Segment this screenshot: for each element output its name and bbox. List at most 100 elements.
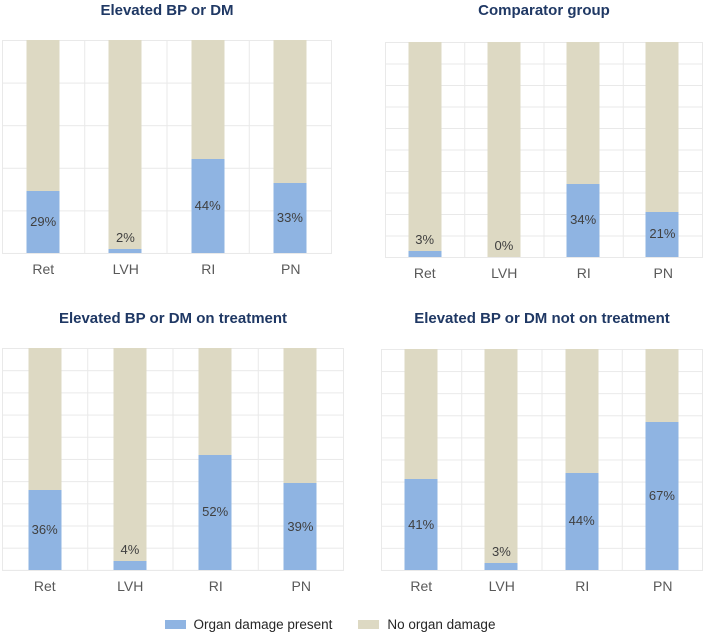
chart-title: Elevated BP or DM on treatment: [58, 310, 288, 327]
legend: Organ damage present No organ damage: [0, 600, 684, 636]
x-axis-labels: Ret LVH RI PN: [385, 264, 703, 282]
data-label: 0%: [494, 238, 514, 253]
data-label: 41%: [408, 516, 435, 532]
data-label: 3%: [415, 231, 435, 247]
stacked-bar: 41%: [404, 349, 438, 570]
bar-group-pn: 33%: [249, 40, 331, 253]
plot-area: 41% 3% 44% 67%: [381, 349, 703, 571]
bar-group-lvh: 4%: [87, 348, 172, 570]
legend-swatch-tan-icon: [358, 620, 380, 629]
legend-swatch-blue-icon: [164, 620, 186, 629]
bar-group-ri: 44%: [542, 349, 622, 570]
organ-damage-segment: [283, 483, 317, 570]
x-axis-label-ri: RI: [575, 578, 590, 594]
stacked-bar: 34%: [566, 42, 600, 257]
chart-inner: Comparator group 3% 0% 34% 21% Ret LVH RI PN: [385, 0, 703, 282]
x-axis-label-pn: PN: [653, 578, 673, 594]
plot-area: 29% 2% 44% 33%: [2, 40, 332, 254]
organ-damage-segment: [113, 561, 147, 570]
chart-title: Elevated BP or DM: [100, 2, 234, 19]
chart-elevated-bp-or-dm: Elevated BP or DM 29% 2% 44% 33% Ret LVH RI PN: [0, 0, 354, 302]
x-axis-labels: Ret LVH RI PN: [2, 577, 344, 595]
bar-group-lvh: 3%: [461, 349, 541, 570]
bar-group-pn: 39%: [258, 348, 343, 570]
x-axis-label-ri: RI: [576, 265, 591, 281]
organ-damage-segment: [191, 159, 225, 253]
x-axis-label-lvh: LVH: [112, 261, 139, 277]
bar-group-pn: 67%: [622, 349, 702, 570]
stacked-bar: 39%: [283, 348, 317, 570]
data-label: 3%: [491, 544, 511, 560]
stacked-bar: 0%: [487, 42, 521, 257]
organ-damage-segment: [273, 182, 307, 253]
organ-damage-segment: [408, 250, 442, 257]
x-axis-label-pn: PN: [291, 578, 311, 594]
organ-damage-segment: [108, 248, 142, 253]
bar-group-ri: 44%: [167, 40, 249, 253]
x-axis-labels: Ret LVH RI PN: [381, 577, 703, 595]
chart-inner: Elevated BP or DM on treatment 36% 4% 52% 3…: [2, 302, 344, 595]
chart-elevated-bp-or-dm-not-on-treatment: Elevated BP or DM not on treatment 41% 3%…: [354, 302, 708, 600]
stacked-bar: 52%: [198, 348, 232, 570]
stacked-bar: 44%: [565, 349, 599, 570]
data-label: 52%: [202, 504, 229, 520]
data-label: 2%: [115, 229, 135, 245]
stacked-bar: 29%: [26, 40, 60, 253]
bar-group-ret: 3%: [385, 42, 464, 257]
organ-damage-segment: [645, 211, 679, 257]
data-label: 44%: [568, 513, 595, 529]
organ-damage-segment: [645, 421, 679, 570]
legend-label: No organ damage: [387, 616, 496, 632]
x-axis-label-pn: PN: [653, 265, 673, 281]
x-axis-label-ret: Ret: [32, 261, 55, 277]
data-label: 21%: [649, 226, 676, 242]
data-label: 36%: [31, 522, 58, 538]
x-axis-label-lvh: LVH: [491, 265, 518, 281]
organ-damage-segment: [26, 191, 60, 253]
data-label: 4%: [120, 542, 140, 558]
bar-group-ret: 41%: [381, 349, 461, 570]
stacked-bar: 44%: [191, 40, 225, 253]
stacked-bar: 2%: [108, 40, 142, 253]
stacked-bar: 4%: [113, 348, 147, 570]
chart-inner: Elevated BP or DM 29% 2% 44% 33% Ret LVH RI PN: [2, 0, 332, 278]
stacked-bar: 33%: [273, 40, 307, 253]
x-axis-label-ret: Ret: [410, 578, 433, 594]
data-label: 44%: [194, 198, 221, 214]
organ-damage-segment: [28, 490, 62, 570]
legend-label: Organ damage present: [193, 616, 333, 632]
data-label: 29%: [30, 214, 57, 230]
stacked-bar: 3%: [408, 42, 442, 257]
organ-damage-segment: [404, 479, 438, 570]
bar-group-ri: 34%: [544, 42, 623, 257]
chart-title: Comparator group: [478, 2, 610, 19]
x-axis-label-lvh: LVH: [488, 578, 515, 594]
x-axis-label-pn: PN: [281, 261, 301, 277]
x-axis-label-lvh: LVH: [117, 578, 144, 594]
bar-group-lvh: 0%: [464, 42, 543, 257]
data-label: 67%: [648, 487, 675, 503]
bar-group-ri: 52%: [173, 348, 258, 570]
bar-group-pn: 21%: [623, 42, 702, 257]
legend-item-organ-damage-present: Organ damage present: [164, 616, 333, 633]
organ-damage-segment: [566, 183, 600, 257]
data-label: 39%: [287, 518, 314, 534]
legend-item-no-organ-damage: No organ damage: [358, 617, 495, 633]
stacked-bar: 3%: [484, 349, 518, 570]
data-label: 34%: [570, 212, 597, 228]
chart-comparator-group: Comparator group 3% 0% 34% 21% Ret LVH RI PN: [354, 0, 708, 302]
chart-title: Elevated BP or DM not on treatment: [414, 310, 670, 327]
x-axis-label-ret: Ret: [413, 265, 436, 281]
organ-damage-segment: [565, 472, 599, 570]
x-axis-label-ret: Ret: [33, 578, 56, 594]
data-label: 33%: [276, 209, 303, 225]
x-axis-label-ri: RI: [201, 261, 216, 277]
organ-damage-segment: [198, 454, 232, 570]
stacked-bar: 21%: [645, 42, 679, 257]
x-axis-label-ri: RI: [208, 578, 223, 594]
plot-area: 3% 0% 34% 21%: [385, 42, 703, 258]
stacked-bar: 36%: [28, 348, 62, 570]
bar-group-lvh: 2%: [84, 40, 166, 253]
stacked-bar: 67%: [645, 349, 679, 570]
